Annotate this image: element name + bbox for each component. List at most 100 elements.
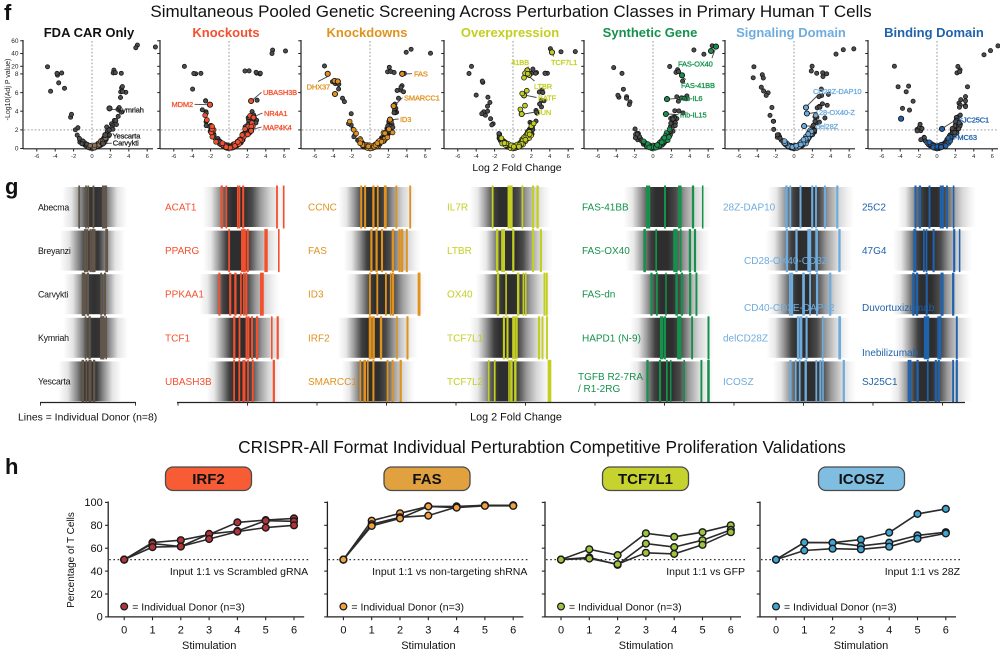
svg-text:8: 8 <box>15 71 19 78</box>
svg-text:0: 0 <box>90 154 93 160</box>
svg-text:47G4: 47G4 <box>862 246 887 257</box>
svg-text:FAS-41BB: FAS-41BB <box>681 81 715 90</box>
svg-text:IL7R: IL7R <box>447 203 468 214</box>
svg-text:-2: -2 <box>71 154 76 160</box>
svg-text:4: 4 <box>234 625 240 637</box>
svg-text:6: 6 <box>943 625 949 637</box>
svg-text:PPARG: PPARG <box>165 246 199 257</box>
svg-text:SJ25C1: SJ25C1 <box>862 377 898 388</box>
svg-text:OX40: OX40 <box>447 290 473 301</box>
svg-text:ACAT1: ACAT1 <box>165 203 197 214</box>
svg-text:Stimulation: Stimulation <box>182 640 236 652</box>
svg-text:ICOSZ: ICOSZ <box>839 471 885 488</box>
svg-text:6: 6 <box>567 154 570 160</box>
svg-text:/ R1-2RG: / R1-2RG <box>578 384 620 395</box>
svg-text:UBASH3B: UBASH3B <box>165 377 212 388</box>
svg-text:1: 1 <box>369 625 375 637</box>
svg-text:SJC25C1: SJC25C1 <box>958 116 989 125</box>
svg-text:mb-IL15: mb-IL15 <box>680 111 706 120</box>
svg-text:2: 2 <box>397 625 403 637</box>
svg-text:Input 1:1 vs 28Z: Input 1:1 vs 28Z <box>885 566 961 578</box>
svg-text:Input 1:1 vs non-targeting shR: Input 1:1 vs non-targeting shRNA <box>372 566 527 578</box>
svg-text:mb-IL6: mb-IL6 <box>680 94 702 103</box>
svg-text:-4: -4 <box>53 154 59 160</box>
svg-text:FDA CAR Only: FDA CAR Only <box>44 25 135 40</box>
svg-text:FAS: FAS <box>308 246 327 257</box>
svg-text:-6: -6 <box>312 154 317 160</box>
svg-text:ICOSZ: ICOSZ <box>723 377 754 388</box>
svg-text:CRISPR-All Format Individual P: CRISPR-All Format Individual Perturabtio… <box>238 437 846 457</box>
svg-text:FMC63: FMC63 <box>953 133 977 142</box>
svg-text:Inebilizumab: Inebilizumab <box>862 348 919 359</box>
svg-text:25C2: 25C2 <box>862 203 886 214</box>
svg-text:2: 2 <box>615 625 621 637</box>
svg-text:6: 6 <box>728 625 734 637</box>
svg-text:FAS-OX40: FAS-OX40 <box>678 60 713 69</box>
svg-text:6: 6 <box>991 154 994 160</box>
svg-text:28Z-DAP10: 28Z-DAP10 <box>723 203 776 214</box>
svg-text:4: 4 <box>671 625 677 637</box>
svg-text:6: 6 <box>283 154 286 160</box>
svg-text:PPKAA1: PPKAA1 <box>165 290 204 301</box>
svg-text:= Individual Donor (n=3): = Individual Donor (n=3) <box>351 602 464 614</box>
svg-text:NR4A1: NR4A1 <box>264 109 287 118</box>
svg-text:Binding Domain: Binding Domain <box>884 25 984 40</box>
svg-text:5: 5 <box>914 625 920 637</box>
svg-text:2: 2 <box>246 154 249 160</box>
svg-text:1: 1 <box>801 625 807 637</box>
svg-text:2: 2 <box>954 154 957 160</box>
svg-text:40: 40 <box>11 51 19 58</box>
svg-text:JUN: JUN <box>537 108 551 117</box>
svg-text:Kymriah: Kymriah <box>117 106 143 115</box>
svg-text:6: 6 <box>15 90 19 97</box>
svg-text:UBASH3B: UBASH3B <box>263 88 297 97</box>
svg-text:LTBR: LTBR <box>447 246 472 257</box>
svg-text:-2: -2 <box>492 154 497 160</box>
svg-text:-4: -4 <box>755 154 761 160</box>
svg-text:0: 0 <box>97 612 103 624</box>
svg-text:ID3: ID3 <box>400 115 411 124</box>
svg-text:f: f <box>4 0 12 25</box>
svg-text:-6: -6 <box>171 154 176 160</box>
svg-text:FAS-OX40: FAS-OX40 <box>582 246 630 257</box>
svg-text:-4: -4 <box>190 154 196 160</box>
svg-text:-4: -4 <box>331 154 337 160</box>
svg-text:ID3: ID3 <box>308 290 324 301</box>
svg-text:delCD28Z: delCD28Z <box>723 333 768 344</box>
svg-text:1: 1 <box>149 625 155 637</box>
svg-text:LTBR: LTBR <box>534 82 553 91</box>
svg-text:CD28-OX40-CD3Z: CD28-OX40-CD3Z <box>744 256 828 267</box>
svg-text:Log 2 Fold Change: Log 2 Fold Change <box>470 412 562 424</box>
svg-text:Simultaneous Pooled Genetic Sc: Simultaneous Pooled Genetic Screening Ac… <box>150 2 871 21</box>
svg-text:-2: -2 <box>916 154 921 160</box>
svg-text:2: 2 <box>178 625 184 637</box>
svg-text:FAS: FAS <box>412 471 441 488</box>
svg-text:Synthetic Gene: Synthetic Gene <box>603 25 698 40</box>
svg-text:0: 0 <box>558 625 564 637</box>
svg-text:80: 80 <box>90 520 102 532</box>
svg-text:2: 2 <box>530 154 533 160</box>
svg-text:0: 0 <box>227 154 230 160</box>
svg-text:2: 2 <box>830 625 836 637</box>
svg-text:6: 6 <box>146 154 149 160</box>
svg-text:2: 2 <box>670 154 673 160</box>
svg-text:3: 3 <box>643 625 649 637</box>
svg-text:g: g <box>5 174 18 199</box>
svg-text:TCF7L1: TCF7L1 <box>551 58 577 67</box>
svg-text:-6: -6 <box>879 154 884 160</box>
svg-text:h: h <box>5 454 18 479</box>
svg-text:-6: -6 <box>595 154 600 160</box>
svg-text:TCF7L1: TCF7L1 <box>618 471 673 488</box>
svg-text:28-OX40-Z: 28-OX40-Z <box>819 108 855 117</box>
svg-text:IRF2: IRF2 <box>308 333 330 344</box>
svg-text:Stimulation: Stimulation <box>619 640 673 652</box>
svg-text:-4: -4 <box>474 154 480 160</box>
svg-text:3: 3 <box>425 625 431 637</box>
svg-text:Carvykti: Carvykti <box>38 290 68 300</box>
svg-text:5: 5 <box>482 625 488 637</box>
svg-text:-6: -6 <box>34 154 39 160</box>
svg-text:0: 0 <box>935 154 938 160</box>
svg-text:-4: -4 <box>898 154 904 160</box>
svg-text:1: 1 <box>586 625 592 637</box>
svg-text:SMARCC1: SMARCC1 <box>308 377 357 388</box>
